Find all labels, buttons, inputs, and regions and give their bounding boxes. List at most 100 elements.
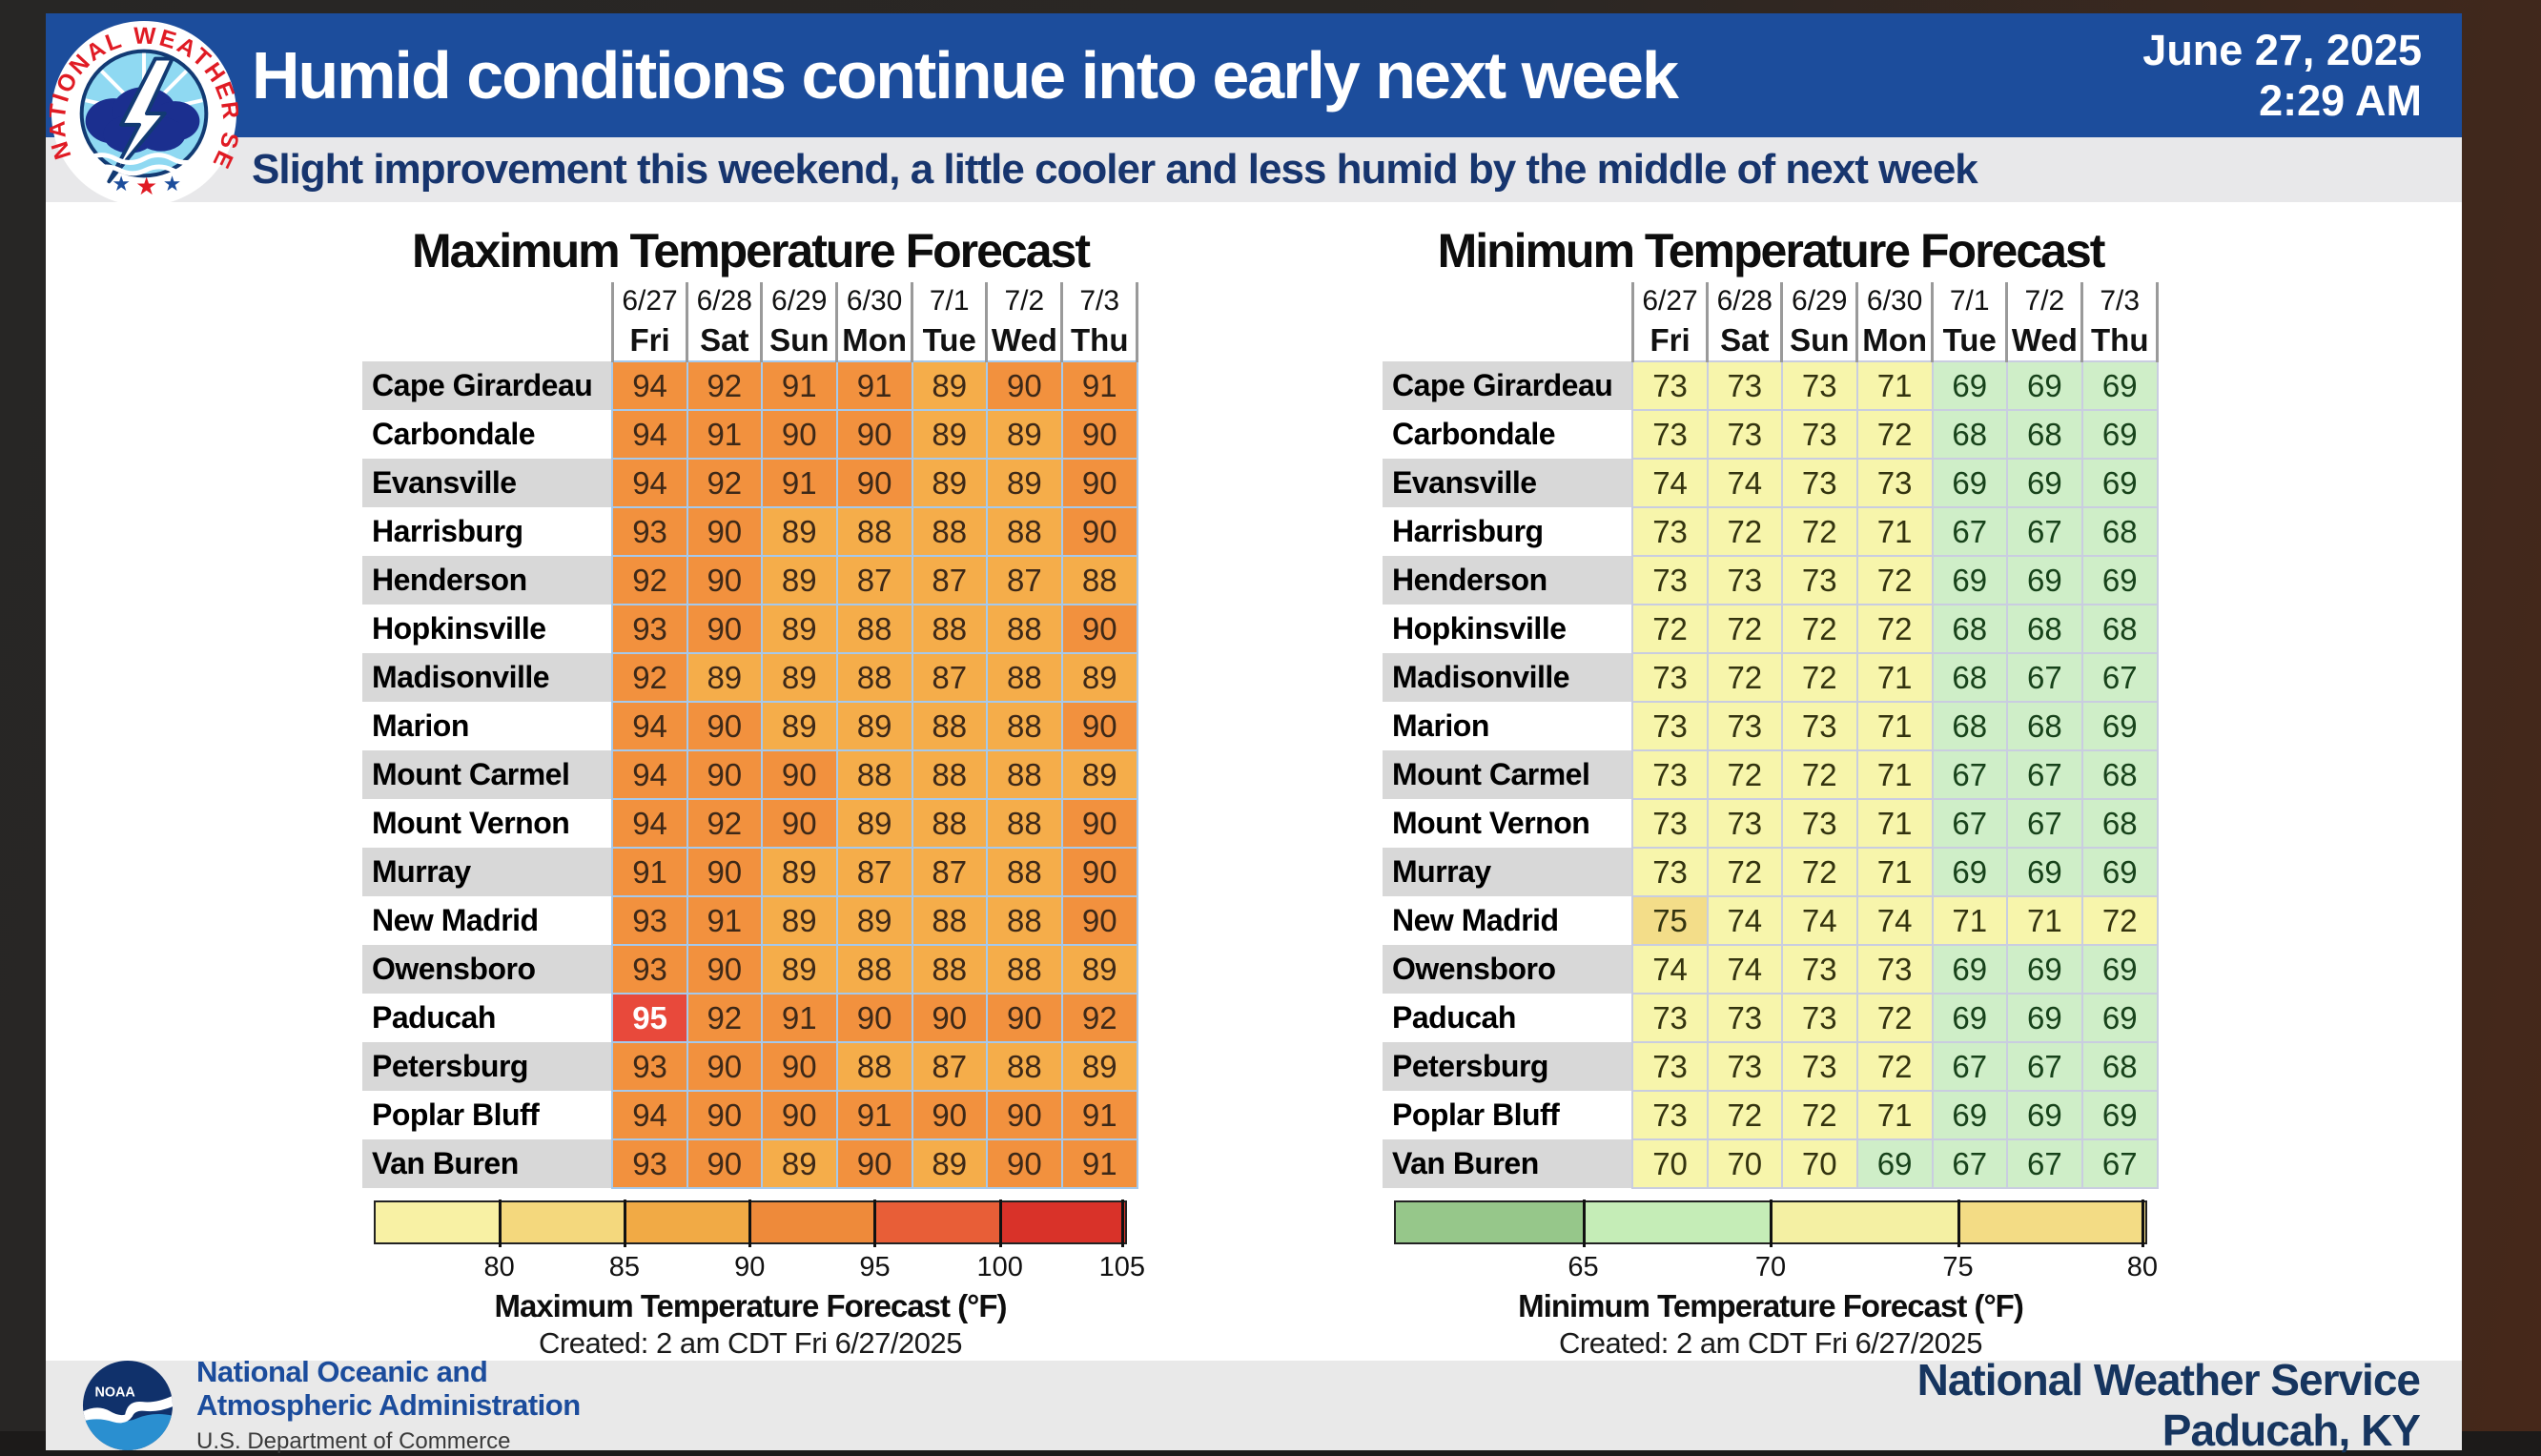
temp-cell: 94 [611, 360, 688, 411]
colorbar-tick-label: 65 [1568, 1252, 1599, 1282]
footer-bar: NOAA National Oceanic and Atmospheric Ad… [46, 1355, 2462, 1455]
temp-cell: 68 [1931, 652, 2008, 703]
temp-cell: 73 [1631, 993, 1709, 1043]
colorbar-segment [874, 1202, 1000, 1242]
colorbar-tick [1120, 1200, 1124, 1247]
temp-cell: 72 [1706, 604, 1783, 654]
table-row: Van Buren 93 90 89 90 89 90 91 [362, 1138, 1138, 1189]
temp-cell: 91 [686, 895, 763, 946]
temp-cell: 71 [1855, 360, 1934, 411]
colorbar-tick-label: 80 [2126, 1252, 2158, 1282]
temp-cell: 73 [1780, 944, 1858, 995]
temp-cell: 95 [611, 993, 688, 1043]
dept-line: U.S. Department of Commerce [196, 1427, 511, 1454]
temp-cell: 90 [686, 1041, 763, 1092]
column-day-header: Wed [985, 320, 1062, 361]
temp-cell: 90 [985, 360, 1063, 411]
city-label: Carbondale [1392, 417, 1556, 451]
temp-cell: 71 [2005, 895, 2083, 946]
temp-cell: 73 [1855, 458, 1934, 508]
table-row: Cape Girardeau 94 92 91 91 89 90 91 [362, 360, 1138, 411]
colorbar-tick-label: 95 [859, 1252, 891, 1282]
colorbar-segment [1771, 1202, 1958, 1242]
temp-cell: 72 [1706, 1090, 1783, 1140]
noaa-logo-icon: NOAA [82, 1360, 174, 1451]
temp-cell: 88 [911, 944, 988, 995]
temp-cell: 88 [985, 604, 1063, 654]
city-label: Petersburg [362, 1042, 613, 1091]
temp-cell: 73 [1631, 847, 1709, 897]
temp-cell: 73 [1780, 458, 1858, 508]
column-date-header: 6/30 [1855, 282, 1933, 320]
city-label: Madisonville [1383, 653, 1633, 702]
column-date-header: 6/28 [1706, 282, 1782, 320]
table-row: Madisonville 73 72 72 71 68 67 67 [1383, 652, 2159, 703]
temp-cell: 88 [985, 1041, 1063, 1092]
temp-cell: 88 [911, 749, 988, 800]
table-row: Mount Carmel 73 72 72 71 67 67 68 [1383, 749, 2159, 800]
temp-cell: 69 [1931, 847, 2008, 897]
temp-cell: 73 [1631, 1090, 1709, 1140]
min-temp-panel: Minimum Temperature Forecast 6/27 6/28 6/2… [1383, 212, 2159, 1361]
city-label: Petersburg [1383, 1042, 1633, 1091]
temp-cell: 88 [985, 652, 1063, 703]
temp-cell: 69 [1931, 360, 2008, 411]
column-day-header: Sat [686, 320, 762, 361]
min-temp-table: 6/27 6/28 6/29 6/30 7/1 7/2 7/3 Fri Sat Sun Mon Tue… [1383, 282, 2159, 1189]
column-date-header: 7/2 [2005, 282, 2082, 320]
temp-cell: 93 [611, 944, 688, 995]
temp-cell: 89 [911, 360, 988, 411]
temp-cell: 89 [985, 458, 1063, 508]
table-row: Murray 91 90 89 87 87 88 90 [362, 847, 1138, 897]
column-date-header: 7/3 [2080, 282, 2159, 320]
temp-cell: 87 [911, 652, 988, 703]
temp-cell: 70 [1780, 1138, 1858, 1189]
temp-cell: 69 [2005, 1090, 2083, 1140]
city-label: Madisonville [362, 653, 613, 702]
temp-cell: 87 [911, 1041, 988, 1092]
temp-cell: 69 [2005, 360, 2083, 411]
temp-cell: 69 [2080, 944, 2159, 995]
temp-cell: 67 [2080, 652, 2159, 703]
temp-cell: 72 [1855, 604, 1934, 654]
temp-cell: 67 [2005, 1041, 2083, 1092]
max-temp-title: Maximum Temperature Forecast [412, 224, 1091, 277]
temp-cell: 90 [1060, 798, 1138, 849]
city-label: Harrisburg [1392, 514, 1544, 548]
temp-cell: 67 [2005, 1138, 2083, 1189]
table-row: Henderson 92 90 89 87 87 87 88 [362, 555, 1138, 605]
temp-cell: 93 [611, 1041, 688, 1092]
city-label: Murray [362, 848, 613, 896]
column-date-header: 7/1 [1931, 282, 2007, 320]
table-row: New Madrid 93 91 89 89 88 88 90 [362, 895, 1138, 946]
temp-cell: 69 [2080, 360, 2159, 411]
temp-cell: 72 [1631, 604, 1709, 654]
colorbar-segment [1583, 1202, 1771, 1242]
temp-cell: 69 [1931, 458, 2008, 508]
colorbar-segment [376, 1202, 500, 1242]
column-day-header: Thu [2080, 320, 2159, 361]
temp-cell: 92 [686, 360, 763, 411]
temp-cell: 69 [1931, 993, 2008, 1043]
temp-cell: 89 [760, 604, 838, 654]
temp-cell: 87 [835, 847, 913, 897]
city-label: Owensboro [362, 945, 613, 994]
temp-cell: 73 [1706, 555, 1783, 605]
temp-cell: 68 [2005, 701, 2083, 751]
temp-cell: 68 [1931, 701, 2008, 751]
temp-cell: 69 [2080, 847, 2159, 897]
temp-cell: 73 [1780, 798, 1858, 849]
temp-cell: 69 [2005, 944, 2083, 995]
temp-cell: 88 [835, 604, 913, 654]
temp-cell: 88 [835, 749, 913, 800]
temp-cell: 90 [686, 847, 763, 897]
temp-cell: 72 [1855, 993, 1934, 1043]
temp-cell: 71 [1855, 1090, 1934, 1140]
temp-cell: 88 [985, 895, 1063, 946]
temp-cell: 73 [1631, 360, 1709, 411]
column-day-header: Mon [1855, 320, 1933, 361]
temp-cell: 91 [835, 360, 913, 411]
max-temp-panel: Maximum Temperature Forecast 6/27 6/28 6/2… [362, 212, 1145, 1361]
temp-cell: 87 [911, 555, 988, 605]
temp-cell: 94 [611, 409, 688, 460]
